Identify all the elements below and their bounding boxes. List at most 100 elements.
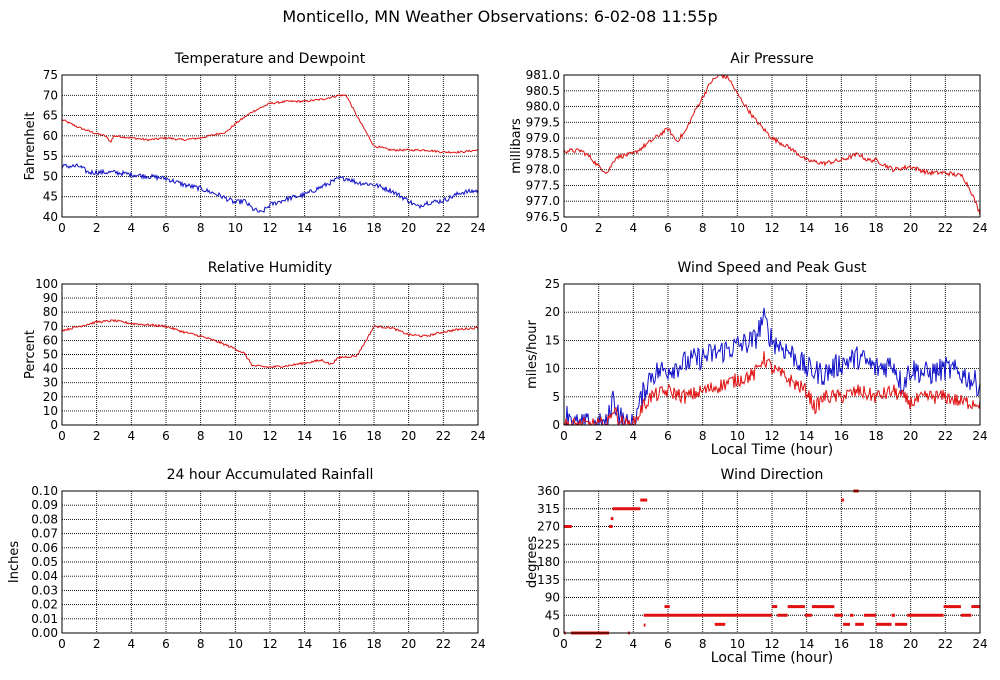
x-tick-label: 2 xyxy=(595,637,603,651)
y-tick-label: 0.05 xyxy=(31,555,58,569)
y-tick-label: 70 xyxy=(43,319,58,333)
x-tick-label: 20 xyxy=(401,221,416,235)
series-line-1 xyxy=(62,163,478,214)
plot-frame xyxy=(61,283,479,426)
y-tick-label: 80 xyxy=(43,305,58,319)
y-tick-label: 225 xyxy=(537,537,560,551)
x-tick-label: 10 xyxy=(730,429,745,443)
chart-title: Wind Direction xyxy=(721,467,824,483)
y-tick-label: 0 xyxy=(552,626,560,640)
y-tick-label: 15 xyxy=(545,333,560,347)
x-tick-label: 12 xyxy=(262,637,277,651)
series-line-0 xyxy=(564,307,980,425)
x-tick-label: 16 xyxy=(332,429,347,443)
x-tick-label: 18 xyxy=(868,221,883,235)
x-tick-label: 0 xyxy=(58,429,66,443)
y-tick-label: 0.02 xyxy=(31,598,58,612)
x-tick-label: 12 xyxy=(764,221,779,235)
x-tick-label: 4 xyxy=(128,637,136,651)
chart-title: Relative Humidity xyxy=(208,260,332,276)
x-tick-label: 4 xyxy=(630,429,638,443)
y-tick-label: 75 xyxy=(43,68,58,82)
series-line-0 xyxy=(62,318,478,369)
x-tick-label: 18 xyxy=(366,221,381,235)
x-tick-label: 18 xyxy=(868,429,883,443)
y-tick-label: 5 xyxy=(552,390,560,404)
x-tick-label: 18 xyxy=(868,637,883,651)
y-tick-label: 70 xyxy=(43,88,58,102)
y-tick-label: 45 xyxy=(43,190,58,204)
y-tick-label: 979.0 xyxy=(526,131,560,145)
x-tick-label: 0 xyxy=(560,429,568,443)
y-tick-label: 65 xyxy=(43,109,58,123)
y-tick-label: 90 xyxy=(545,591,560,605)
y-axis-label: Fahrenheit xyxy=(23,112,38,181)
y-tick-label: 0 xyxy=(50,418,58,432)
x-tick-label: 8 xyxy=(699,637,707,651)
y-tick-label: 981.0 xyxy=(526,68,560,82)
x-tick-label: 14 xyxy=(799,637,814,651)
y-tick-label: 40 xyxy=(43,210,58,224)
y-tick-label: 25 xyxy=(545,277,560,291)
x-tick-label: 6 xyxy=(162,429,170,443)
x-tick-label: 22 xyxy=(938,429,953,443)
x-tick-label: 0 xyxy=(58,637,66,651)
x-tick-label: 6 xyxy=(162,221,170,235)
y-axis-label: millibars xyxy=(509,118,524,174)
x-tick-label: 2 xyxy=(595,221,603,235)
x-tick-label: 20 xyxy=(401,637,416,651)
x-tick-label: 20 xyxy=(903,429,918,443)
y-tick-label: 978.5 xyxy=(526,147,560,161)
chart-title: 24 hour Accumulated Rainfall xyxy=(167,467,374,483)
x-tick-label: 10 xyxy=(228,221,243,235)
series-line-0 xyxy=(564,75,980,216)
x-tick-label: 10 xyxy=(228,429,243,443)
page-title: Monticello, MN Weather Observations: 6-0… xyxy=(282,7,718,26)
x-tick-label: 6 xyxy=(664,429,672,443)
x-tick-label: 8 xyxy=(197,221,205,235)
y-tick-label: 0.03 xyxy=(31,583,58,597)
chart-title: Temperature and Dewpoint xyxy=(174,51,366,67)
y-tick-label: 0.06 xyxy=(31,541,58,555)
x-tick-label: 2 xyxy=(93,221,101,235)
y-tick-label: 270 xyxy=(537,520,560,534)
x-tick-label: 10 xyxy=(228,637,243,651)
x-tick-label: 8 xyxy=(197,429,205,443)
x-tick-label: 22 xyxy=(938,221,953,235)
x-tick-label: 24 xyxy=(470,637,485,651)
x-tick-label: 16 xyxy=(834,637,849,651)
y-axis-label: miles/hour xyxy=(525,319,540,388)
y-tick-label: 20 xyxy=(43,390,58,404)
x-tick-label: 10 xyxy=(730,637,745,651)
y-tick-label: 10 xyxy=(43,404,58,418)
x-tick-label: 14 xyxy=(297,221,312,235)
x-tick-label: 22 xyxy=(436,221,451,235)
x-tick-label: 4 xyxy=(128,429,136,443)
plot-frame xyxy=(61,74,479,218)
plot-frame xyxy=(61,490,479,634)
x-tick-label: 12 xyxy=(764,637,779,651)
y-tick-label: 45 xyxy=(545,608,560,622)
x-tick-label: 10 xyxy=(730,221,745,235)
x-axis-label: Local Time (hour) xyxy=(711,442,833,458)
x-tick-label: 2 xyxy=(93,637,101,651)
x-tick-label: 8 xyxy=(197,637,205,651)
x-tick-label: 6 xyxy=(162,637,170,651)
y-tick-label: 978.0 xyxy=(526,163,560,177)
y-tick-label: 977.0 xyxy=(526,194,560,208)
x-tick-label: 24 xyxy=(470,429,485,443)
x-tick-label: 2 xyxy=(595,429,603,443)
x-tick-label: 14 xyxy=(799,221,814,235)
y-tick-label: 60 xyxy=(43,333,58,347)
x-axis-label: Local Time (hour) xyxy=(711,650,833,666)
x-tick-label: 14 xyxy=(297,429,312,443)
x-tick-label: 4 xyxy=(128,221,136,235)
y-tick-label: 180 xyxy=(537,555,560,569)
y-tick-label: 40 xyxy=(43,362,58,376)
y-tick-label: 50 xyxy=(43,169,58,183)
